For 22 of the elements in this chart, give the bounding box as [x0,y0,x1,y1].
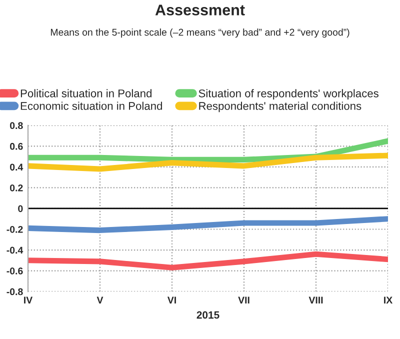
y-tick-label: 0 [18,205,23,212]
y-tick-label: -0.8 [6,288,23,296]
y-tick-label: 0.4 [10,164,24,171]
y-tick-label: 0.8 [10,122,23,130]
x-tick-label: IX [384,296,393,304]
x-tick-label: V [96,296,104,304]
y-tick-label: 0.6 [10,142,23,150]
y-tick-label: -0.6 [6,268,23,274]
y-tick-label: -0.4 [6,246,24,254]
y-tick-label: 0.2 [10,184,23,192]
chart-title: Assessment [155,4,245,16]
x-tick-label: VIII [308,296,323,304]
x-tick-label: VI [167,296,176,304]
legend-label: Political situation in Poland [20,89,152,98]
y-tick-label: -0.2 [6,226,23,233]
legend-label: Situation of respondents' workplaces [198,89,378,100]
x-tick-label: VII [238,296,250,304]
legend-label: Economic situation in Poland [20,102,162,110]
x-axis-title: 2015 [196,311,220,319]
legend-label: Respondents' material conditions [199,102,362,112]
chart-subtitle: Means on the 5-point scale (–2 means “very bad” and +2 “very good”) [50,28,350,38]
x-tick-label: IV [24,296,33,304]
